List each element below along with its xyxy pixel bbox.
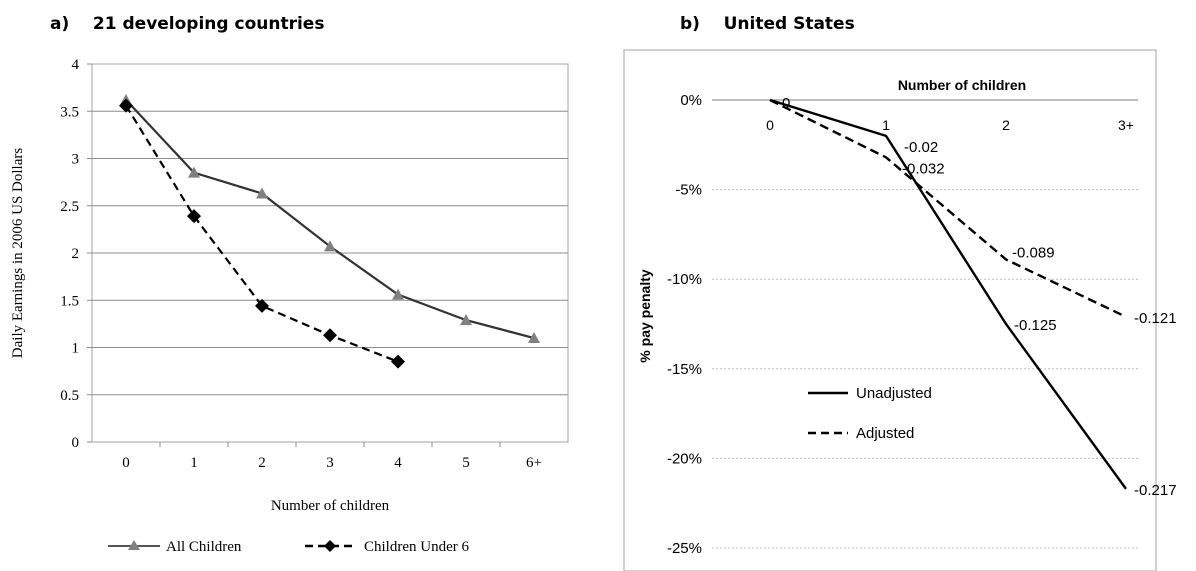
chart-a-xtick-label: 6+ [526,455,542,471]
chart-b-data-label: 0 [782,95,790,112]
chart-b-data-label: -0.217 [1134,482,1177,499]
chart-a-series-line-1 [125,105,399,363]
chart-b-data-label: -0.032 [902,160,945,177]
chart-b-ylabel: % pay penalty [637,269,653,363]
chart-b-data-label: -0.125 [1014,317,1057,334]
chart-b-data-label: -0.02 [904,139,938,156]
chart-b-ytick-label: -25% [667,540,702,557]
chart-a-point-1 [119,98,133,113]
chart-a-point-0 [188,166,200,178]
chart-b-legend-adjusted: Adjusted [856,425,914,442]
chart-a-point-0 [324,240,336,252]
chart-a-ytick-label: 3 [72,152,80,168]
chart-a-ytick-label: 2 [72,246,80,262]
chart-a-legend: All Children Children Under 6 [108,539,469,555]
chart-a-point-1 [391,354,405,369]
chart-b-xtick-label: 3+ [1118,117,1134,133]
chart-a-point-0 [392,288,404,300]
panel-b-title: b) United States [680,14,855,34]
chart-b-ytick-label: -15% [667,361,702,378]
chart-b-data-label: -0.121 [1134,310,1177,327]
chart-a-ytick-label: 1.5 [60,293,79,309]
chart-a-point-1 [323,328,337,343]
chart-b-series-line-0 [769,98,1127,490]
chart-a-xtick-label: 1 [190,455,198,471]
chart-a-ytick-label: 3.5 [60,104,79,120]
chart-a-legend-all-children: All Children [166,539,242,555]
chart-a-ytick-label: 4 [72,57,80,73]
chart-b-xtick-label: 2 [1002,117,1010,133]
chart-a-point-0 [256,187,268,199]
chart-a-point-0 [460,314,472,326]
chart-a-ytick-label: 1 [72,341,80,357]
chart-a-xlabel: Number of children [271,498,390,514]
chart-a-ytick-label: 0 [72,435,80,451]
chart-b-ytick-label: -20% [667,450,702,467]
chart-a-point-0 [528,332,540,344]
chart-b-data-label: -0.089 [1012,244,1055,261]
chart-a-legend-children-under-6: Children Under 6 [364,539,469,555]
chart-b-ytick-label: 0% [680,92,702,109]
chart-a-point-1 [255,298,269,313]
chart-b-ytick-label: -5% [675,182,702,199]
chart-b-series-line-1 [769,98,1127,318]
chart-a-xtick-label: 3 [326,455,334,471]
chart-b-ytick-label: -10% [667,271,702,288]
chart-b-xtick-label: 1 [882,117,890,133]
chart-a-xtick-label: 0 [122,455,130,471]
chart-a-xtick-label: 5 [462,455,470,471]
chart-b-xtick-label: 0 [766,117,774,133]
chart-b-legend: Unadjusted Adjusted [808,385,932,442]
chart-a-xtick-label: 2 [258,455,266,471]
chart-a-ytick-label: 0.5 [60,388,79,404]
chart-a-ylabel: Daily Earnings in 2006 US Dollars [10,148,26,359]
chart-a-ytick-label: 2.5 [60,199,79,215]
chart-a-point-1 [187,209,201,224]
chart-b-xlabel: Number of children [898,77,1026,93]
panel-a-title: a) 21 developing countries [50,14,325,34]
chart-b-legend-unadjusted: Unadjusted [856,385,932,402]
chart-b-frame [623,49,1157,571]
chart-a-xtick-label: 4 [394,455,402,471]
